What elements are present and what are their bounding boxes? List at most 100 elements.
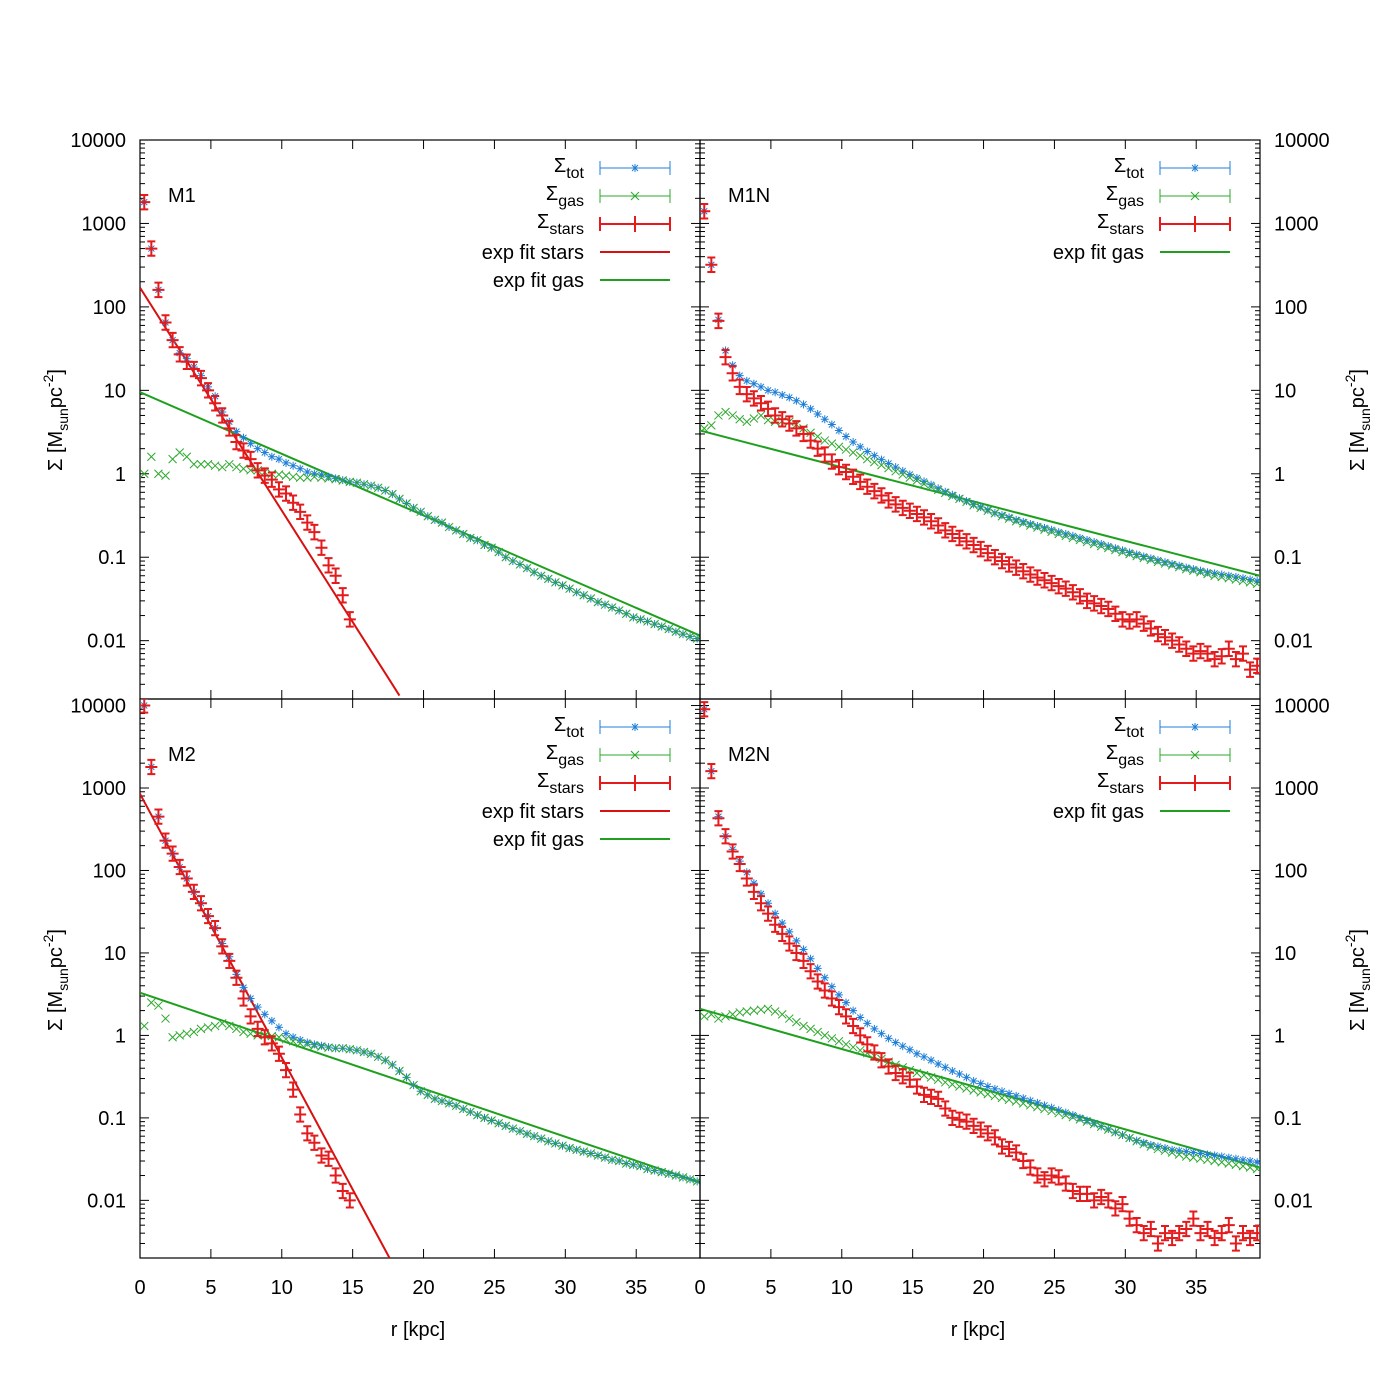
gas-point: [636, 615, 645, 624]
stars-point: [747, 390, 760, 407]
y-tick-label: 1: [1274, 1025, 1285, 1047]
gas-point: [288, 1036, 298, 1046]
y-axis-label-sub: sun: [55, 408, 71, 431]
tot-point: [1231, 572, 1240, 581]
x-tick-label: 25: [483, 1277, 505, 1299]
gas-point: [976, 503, 986, 513]
stars-point: [932, 517, 945, 534]
gas-point: [430, 1094, 440, 1104]
y-axis-label-main: Σ [M: [45, 991, 67, 1031]
gas-point: [388, 489, 397, 499]
y-tick-label: 0.1: [1274, 1108, 1302, 1130]
stars-point: [265, 1035, 278, 1052]
gas-point: [1160, 1146, 1170, 1156]
stars-point: [1073, 588, 1086, 605]
gas-point: [473, 535, 482, 545]
gas-point: [1061, 531, 1071, 541]
legend-sigma: Σ: [546, 742, 558, 764]
stars-point: [953, 529, 966, 547]
gas-point: [572, 587, 582, 597]
tot-point: [756, 382, 765, 391]
gas-point: [813, 1027, 823, 1037]
tot-point: [735, 371, 744, 380]
series-gas: [140, 998, 700, 1186]
gas-point: [317, 473, 326, 482]
gas-point: [473, 1110, 482, 1120]
gas-point: [629, 613, 638, 622]
stars-point: [889, 1064, 902, 1082]
stars-point: [939, 1100, 952, 1117]
stars-point: [974, 540, 987, 558]
stars-point: [988, 1129, 1001, 1146]
stars-point: [981, 544, 994, 562]
gas-point: [841, 1039, 851, 1049]
gas-point: [1075, 1114, 1085, 1124]
gas-point: [501, 552, 511, 562]
gas-point: [551, 1139, 560, 1148]
gas-point: [1181, 564, 1191, 574]
stars-point: [747, 883, 760, 901]
gas-point: [1231, 1160, 1241, 1170]
gas-point: [983, 1089, 993, 1099]
gas-point: [274, 470, 284, 479]
stars-point: [882, 492, 895, 509]
x-tick-label: 5: [765, 1277, 776, 1299]
stars-point: [1081, 592, 1094, 610]
tot-point: [749, 879, 758, 888]
y-axis-label-mid: pc: [1347, 947, 1369, 968]
stars-point: [272, 481, 285, 498]
gas-point: [1047, 1106, 1056, 1116]
gas-point: [1196, 1154, 1205, 1164]
stars-point: [1244, 661, 1257, 678]
gas-point: [458, 1104, 468, 1114]
gas-point: [586, 594, 596, 603]
stars-point: [776, 411, 789, 428]
stars-point: [932, 1090, 945, 1107]
gas-point: [1189, 566, 1198, 576]
gas-point: [437, 1096, 447, 1106]
legend-label-fit_stars: exp fit stars: [482, 801, 584, 823]
gas-point: [629, 1160, 638, 1170]
tot-point: [260, 448, 269, 457]
gas-point: [1139, 1139, 1149, 1149]
tot-point: [1182, 563, 1191, 572]
stars-point: [733, 855, 746, 873]
y-axis-label-sub: sun: [55, 968, 71, 991]
tot-point: [912, 474, 921, 483]
gas-point: [451, 1101, 461, 1111]
gas-point: [366, 1049, 376, 1059]
stars-point: [1159, 1225, 1172, 1242]
gas-point: [146, 998, 156, 1007]
stars-point: [847, 468, 860, 486]
tot-point: [785, 927, 794, 936]
stars-point: [152, 808, 165, 825]
tot-point: [1231, 1154, 1240, 1163]
gas-point: [721, 407, 730, 417]
legend-label-fit_gas: exp fit gas: [1053, 801, 1144, 823]
gas-point: [522, 563, 532, 573]
gas-point: [1203, 569, 1212, 579]
gas-point: [1132, 551, 1142, 561]
stars-point: [1081, 1185, 1094, 1202]
stars-point: [159, 832, 172, 849]
gas-point: [1174, 562, 1184, 572]
legend-label-tot: Σtot: [1114, 155, 1145, 182]
tot-point: [976, 502, 985, 511]
tot-point: [898, 466, 907, 475]
y-axis-label-mid: pc: [45, 947, 67, 968]
gas-point: [650, 619, 659, 629]
gas-point: [1210, 1156, 1219, 1166]
gas-point: [210, 1021, 220, 1031]
tot-point: [969, 500, 978, 509]
stars-point: [1066, 584, 1079, 601]
stars-point: [258, 1029, 271, 1046]
stars-point: [861, 478, 874, 495]
stars-point: [1095, 1188, 1108, 1206]
gas-point: [827, 439, 837, 448]
tot-point: [771, 909, 780, 918]
stars-point: [754, 395, 767, 412]
gas-point: [140, 1021, 149, 1031]
gas-point: [522, 1129, 532, 1139]
gas-point: [728, 1010, 737, 1019]
stars-point: [1201, 645, 1214, 662]
